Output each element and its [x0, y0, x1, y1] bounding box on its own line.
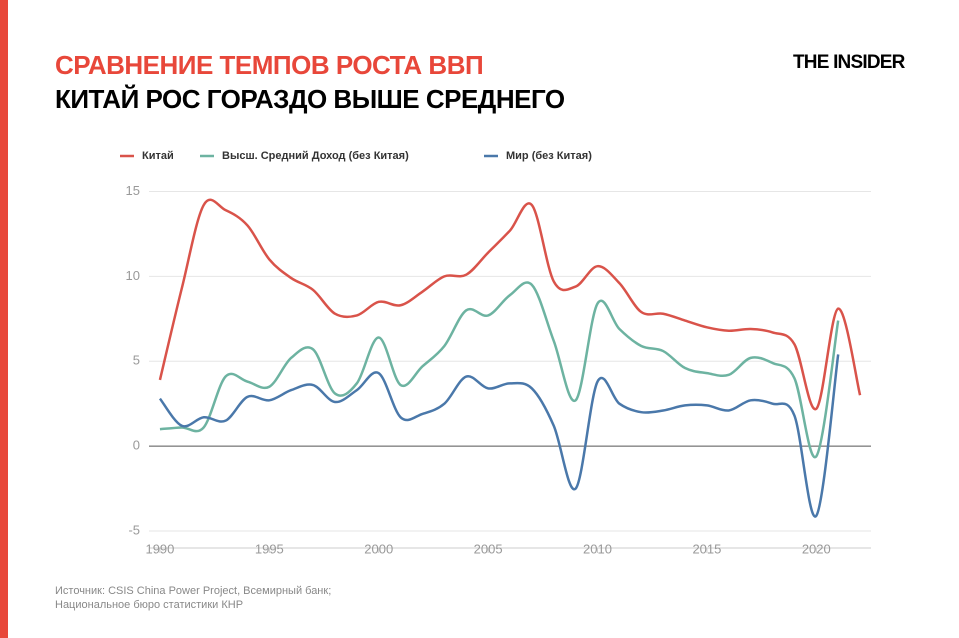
x-tick-label: 1995 [255, 541, 284, 556]
y-tick-label: 5 [133, 353, 140, 368]
y-tick-label: 0 [133, 438, 140, 453]
title: СРАВНЕНИЕ ТЕМПОВ РОСТА ВВП [55, 50, 484, 80]
x-tick-label: 2015 [692, 541, 721, 556]
x-tick-label: 2010 [583, 541, 612, 556]
accent-bar [0, 0, 8, 638]
logo: THE INSIDER [793, 52, 905, 73]
y-tick-label: 10 [126, 268, 140, 283]
subtitle: КИТАЙ РОС ГОРАЗДО ВЫШЕ СРЕДНЕГО [55, 84, 565, 114]
legend-label: Китай [142, 150, 174, 162]
x-tick-label: 2000 [364, 541, 393, 556]
x-tick-label: 2020 [802, 541, 831, 556]
line [158, 198, 862, 411]
legend-label: Высш. Средний Доход (без Китая) [222, 150, 409, 162]
legend-label: Мир (без Китая) [506, 150, 592, 162]
y-tick-label: -5 [128, 522, 140, 537]
x-tick-label: 1990 [145, 541, 174, 556]
x-tick-label: 2005 [474, 541, 503, 556]
line [158, 354, 840, 518]
source: Источник: CSIS China Power Project, Всем… [55, 585, 332, 611]
line [159, 281, 840, 459]
y-tick-label: 15 [126, 183, 140, 198]
